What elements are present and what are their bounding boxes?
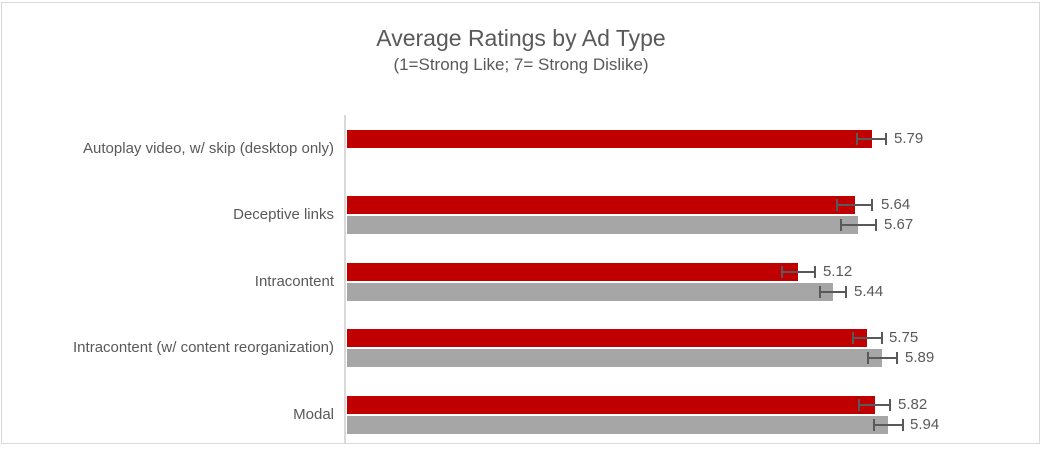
chart-subtitle: (1=Strong Like; 7= Strong Dislike)	[393, 55, 649, 74]
error-bar-line	[836, 204, 873, 207]
error-bar-cap-left	[858, 398, 860, 411]
error-bar-cap-left	[781, 265, 783, 278]
error-bar	[836, 199, 873, 212]
error-bar-cap-left	[852, 332, 854, 345]
value-label: 5.89	[905, 349, 935, 367]
bar-red-series	[347, 395, 875, 414]
error-bar-cap-right	[889, 398, 891, 411]
error-bar-cap-right	[902, 418, 904, 431]
error-bar-cap-right	[885, 133, 887, 145]
bar-red-series	[347, 196, 855, 215]
bar-gray-series	[347, 415, 888, 434]
error-bar-cap-left	[873, 418, 875, 431]
error-bar	[867, 352, 898, 365]
value-label: 5.64	[881, 196, 911, 214]
value-label: 5.67	[884, 216, 914, 234]
error-bar	[856, 133, 887, 145]
error-bar-cap-left	[856, 133, 858, 145]
error-bar-line	[840, 224, 877, 227]
error-bar-cap-left	[840, 219, 842, 232]
bar-red-series	[347, 262, 798, 281]
error-bar-cap-right	[845, 285, 847, 298]
error-bar	[873, 418, 904, 431]
value-label: 5.12	[823, 262, 853, 280]
error-bar-line	[781, 270, 816, 273]
value-label: 5.94	[910, 415, 940, 433]
error-bar-line	[858, 403, 891, 406]
error-bar-line	[867, 357, 898, 360]
error-bar-cap-right	[875, 219, 877, 232]
error-bar-cap-left	[867, 352, 869, 365]
category-label: Modal	[293, 405, 334, 423]
error-bar-cap-left	[836, 199, 838, 212]
error-bar	[781, 265, 816, 278]
error-bar-line	[856, 138, 887, 140]
value-label: 5.75	[889, 329, 919, 347]
bar-red-series	[347, 130, 872, 148]
bar-gray-series	[347, 349, 882, 368]
bar-red-series	[347, 329, 867, 348]
error-bar	[840, 219, 877, 232]
category-label: Intracontent (w/ content reorganization)	[73, 339, 334, 357]
error-bar-cap-right	[871, 199, 873, 212]
category-label: Deceptive links	[233, 206, 334, 224]
error-bar-cap-right	[881, 332, 883, 345]
category-axis-line	[344, 115, 346, 444]
value-label: 5.79	[894, 130, 924, 147]
value-label: 5.82	[898, 395, 928, 413]
error-bar-line	[852, 337, 883, 340]
error-bar-cap-right	[896, 352, 898, 365]
error-bar-cap-left	[819, 285, 821, 298]
error-bar	[852, 332, 883, 345]
error-bar-cap-right	[814, 265, 816, 278]
error-bar-line	[873, 423, 904, 426]
category-label: Intracontent	[254, 272, 334, 290]
bar-gray-series	[347, 282, 833, 301]
error-bar	[858, 398, 891, 411]
category-label: Autoplay video, w/ skip (desktop only)	[83, 140, 334, 157]
bar-gray-series	[347, 216, 858, 235]
chart-title: Average Ratings by Ad Type	[376, 25, 666, 51]
error-bar	[819, 285, 847, 298]
error-bar-line	[819, 290, 847, 293]
value-label: 5.44	[854, 282, 884, 300]
